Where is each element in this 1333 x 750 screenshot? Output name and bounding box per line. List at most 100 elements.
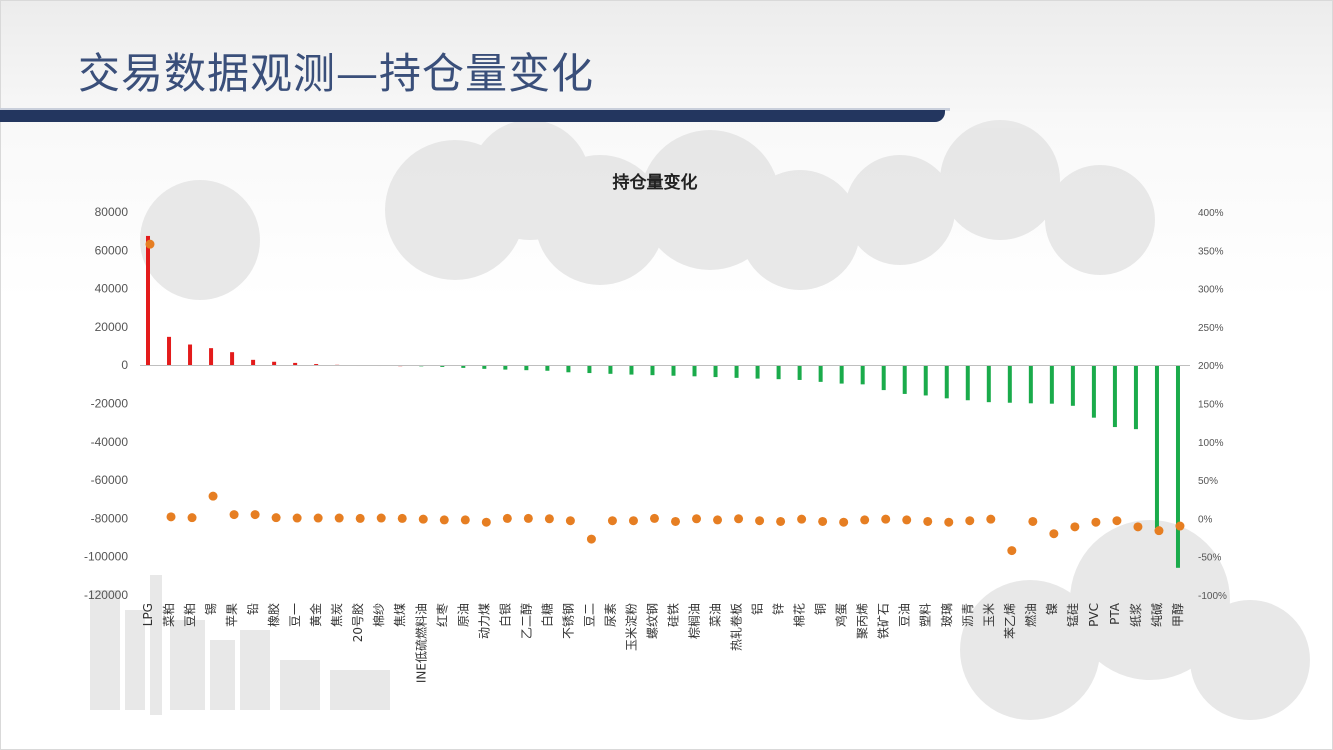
- category-label: 棉花: [792, 603, 807, 627]
- percent-dot: [334, 513, 344, 523]
- category-label: 焦煤: [393, 603, 407, 627]
- bar: [167, 336, 172, 366]
- bar: [1049, 365, 1054, 404]
- category-label: 纸浆: [1128, 603, 1143, 627]
- bar: [146, 235, 150, 366]
- y-tick-label-right: 50%: [1198, 476, 1218, 487]
- y-axis-left: 80000 60000 40000 20000 0 -20000 -40000 -60000 -…: [84, 205, 128, 602]
- percent-dot: [776, 516, 786, 526]
- y-tick-label-right: 400%: [1198, 208, 1224, 219]
- category-label: 菜粕: [161, 603, 176, 627]
- bar: [650, 365, 655, 376]
- y-tick-label-right: -50%: [1198, 553, 1221, 564]
- y-tick-label-left: -80000: [91, 511, 129, 525]
- bar: [188, 344, 193, 366]
- category-label: 燃油: [1023, 603, 1038, 627]
- category-label: 铁矿石: [877, 603, 891, 639]
- bar: [776, 365, 781, 380]
- bar: [440, 365, 445, 367]
- bar: [272, 361, 277, 366]
- percent-series: [145, 239, 1185, 556]
- percent-dot: [439, 515, 449, 525]
- bar: [965, 365, 970, 401]
- percent-dot: [145, 239, 155, 249]
- category-label: 铜: [813, 603, 828, 615]
- y-tick-label-right: 150%: [1198, 400, 1224, 411]
- bar: [755, 365, 760, 379]
- category-label: 铅: [246, 603, 260, 615]
- y-tick-label-left: 40000: [95, 282, 129, 296]
- y-tick-label-right: 0%: [1198, 514, 1213, 525]
- percent-dot: [418, 514, 428, 524]
- y-tick-label-left: 20000: [95, 320, 129, 334]
- category-label: 锌: [772, 603, 786, 615]
- percent-dot: [860, 515, 870, 525]
- category-label: 镍: [1045, 603, 1059, 615]
- bar: [881, 365, 886, 391]
- percent-dot: [1070, 522, 1080, 532]
- category-label: 锰硅: [1065, 603, 1080, 627]
- category-label: 热轧卷板: [729, 603, 744, 651]
- bar: [566, 365, 571, 373]
- y-tick-label-left: -100000: [84, 550, 128, 564]
- percent-dot: [229, 510, 239, 520]
- category-label: 白银: [497, 603, 512, 627]
- percent-dot: [250, 510, 260, 520]
- percent-dot: [166, 512, 176, 522]
- percent-dot: [397, 513, 407, 523]
- category-label: 棕榈油: [687, 603, 702, 639]
- category-label: 橡胶: [266, 603, 281, 627]
- category-label: PTA: [1108, 602, 1122, 625]
- bar-series: [146, 235, 1180, 568]
- percent-dot: [376, 513, 386, 523]
- percent-dot: [797, 514, 807, 524]
- percent-dot: [1175, 521, 1185, 531]
- bar: [860, 365, 865, 385]
- category-label: 原油: [456, 603, 470, 627]
- bar: [1154, 365, 1159, 529]
- category-label: 玉米: [982, 603, 996, 627]
- category-label: 豆二: [582, 603, 596, 627]
- category-label: 沥青: [961, 603, 975, 627]
- bar: [1091, 365, 1096, 418]
- title-underline-light: [0, 108, 950, 111]
- title-underline-bar: [0, 110, 945, 122]
- percent-dot: [671, 516, 680, 526]
- y-tick-label-right: -100%: [1198, 591, 1227, 602]
- category-label: 菜油: [709, 603, 723, 627]
- y-tick-label-left: 80000: [95, 205, 129, 219]
- bar: [608, 365, 613, 374]
- bar: [461, 365, 466, 368]
- category-label: 锡: [203, 603, 218, 615]
- bar: [314, 364, 319, 366]
- x-axis-labels: LPG 菜粕 豆粕锡苹果铅橡胶 豆一 黄金 焦炭 20号胶 棉纱 焦煤 INE低硫燃料油 红枣 原油动…: [141, 602, 1185, 683]
- category-label: 动力煤: [477, 603, 491, 639]
- bar: [503, 365, 508, 370]
- percent-dot: [1112, 516, 1122, 526]
- bar: [839, 365, 844, 384]
- category-label: 纯碱: [1150, 603, 1164, 627]
- percent-dot: [523, 513, 533, 523]
- header-background: [0, 0, 1333, 112]
- category-label: 乙二醇: [518, 603, 533, 639]
- percent-dot: [713, 515, 723, 525]
- y-tick-label-left: -60000: [91, 473, 129, 487]
- bar: [1133, 365, 1138, 430]
- y-tick-label-left: -120000: [84, 588, 128, 602]
- percent-dot: [460, 515, 470, 525]
- category-label: LPG: [141, 603, 155, 626]
- category-label: 豆粕: [182, 603, 197, 627]
- y-tick-label-left: -40000: [91, 435, 129, 449]
- bar: [902, 365, 907, 394]
- category-label: 豆一: [288, 603, 302, 627]
- percent-dot: [292, 513, 302, 523]
- y-axis-right: 400% 350% 300% 250% 200% 150% 100% 50% 0% -50% -10…: [1198, 208, 1227, 602]
- percent-dot: [208, 491, 218, 501]
- bar: [482, 365, 487, 369]
- bar: [1070, 365, 1075, 406]
- bar: [230, 352, 235, 366]
- percent-dot: [565, 516, 575, 526]
- y-tick-label-right: 100%: [1198, 438, 1224, 449]
- bar: [629, 365, 634, 375]
